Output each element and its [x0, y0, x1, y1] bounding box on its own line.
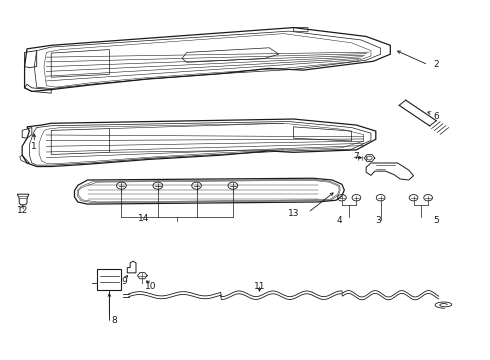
Bar — [97, 269, 122, 290]
Text: 5: 5 — [434, 216, 439, 225]
Text: 13: 13 — [288, 209, 299, 218]
Text: 12: 12 — [17, 206, 28, 215]
Text: 3: 3 — [375, 216, 381, 225]
Text: 9: 9 — [121, 276, 127, 285]
Text: 7: 7 — [354, 153, 359, 162]
Text: 14: 14 — [138, 215, 149, 224]
Text: 4: 4 — [337, 216, 343, 225]
Text: 6: 6 — [434, 112, 439, 121]
Text: 1: 1 — [31, 142, 37, 151]
Text: 8: 8 — [111, 315, 117, 324]
Text: 11: 11 — [254, 282, 265, 291]
Text: 2: 2 — [434, 60, 439, 69]
Text: 10: 10 — [145, 282, 156, 291]
